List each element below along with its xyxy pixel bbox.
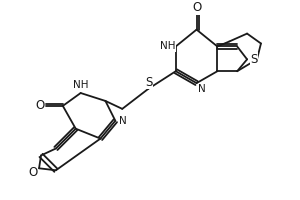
Text: S: S: [145, 76, 153, 89]
Text: S: S: [250, 53, 258, 66]
Text: O: O: [28, 166, 38, 179]
Text: N: N: [198, 84, 206, 94]
Text: N: N: [119, 116, 127, 126]
Text: NH: NH: [73, 80, 88, 90]
Text: O: O: [192, 1, 201, 14]
Text: O: O: [35, 99, 45, 112]
Text: NH: NH: [160, 41, 176, 51]
